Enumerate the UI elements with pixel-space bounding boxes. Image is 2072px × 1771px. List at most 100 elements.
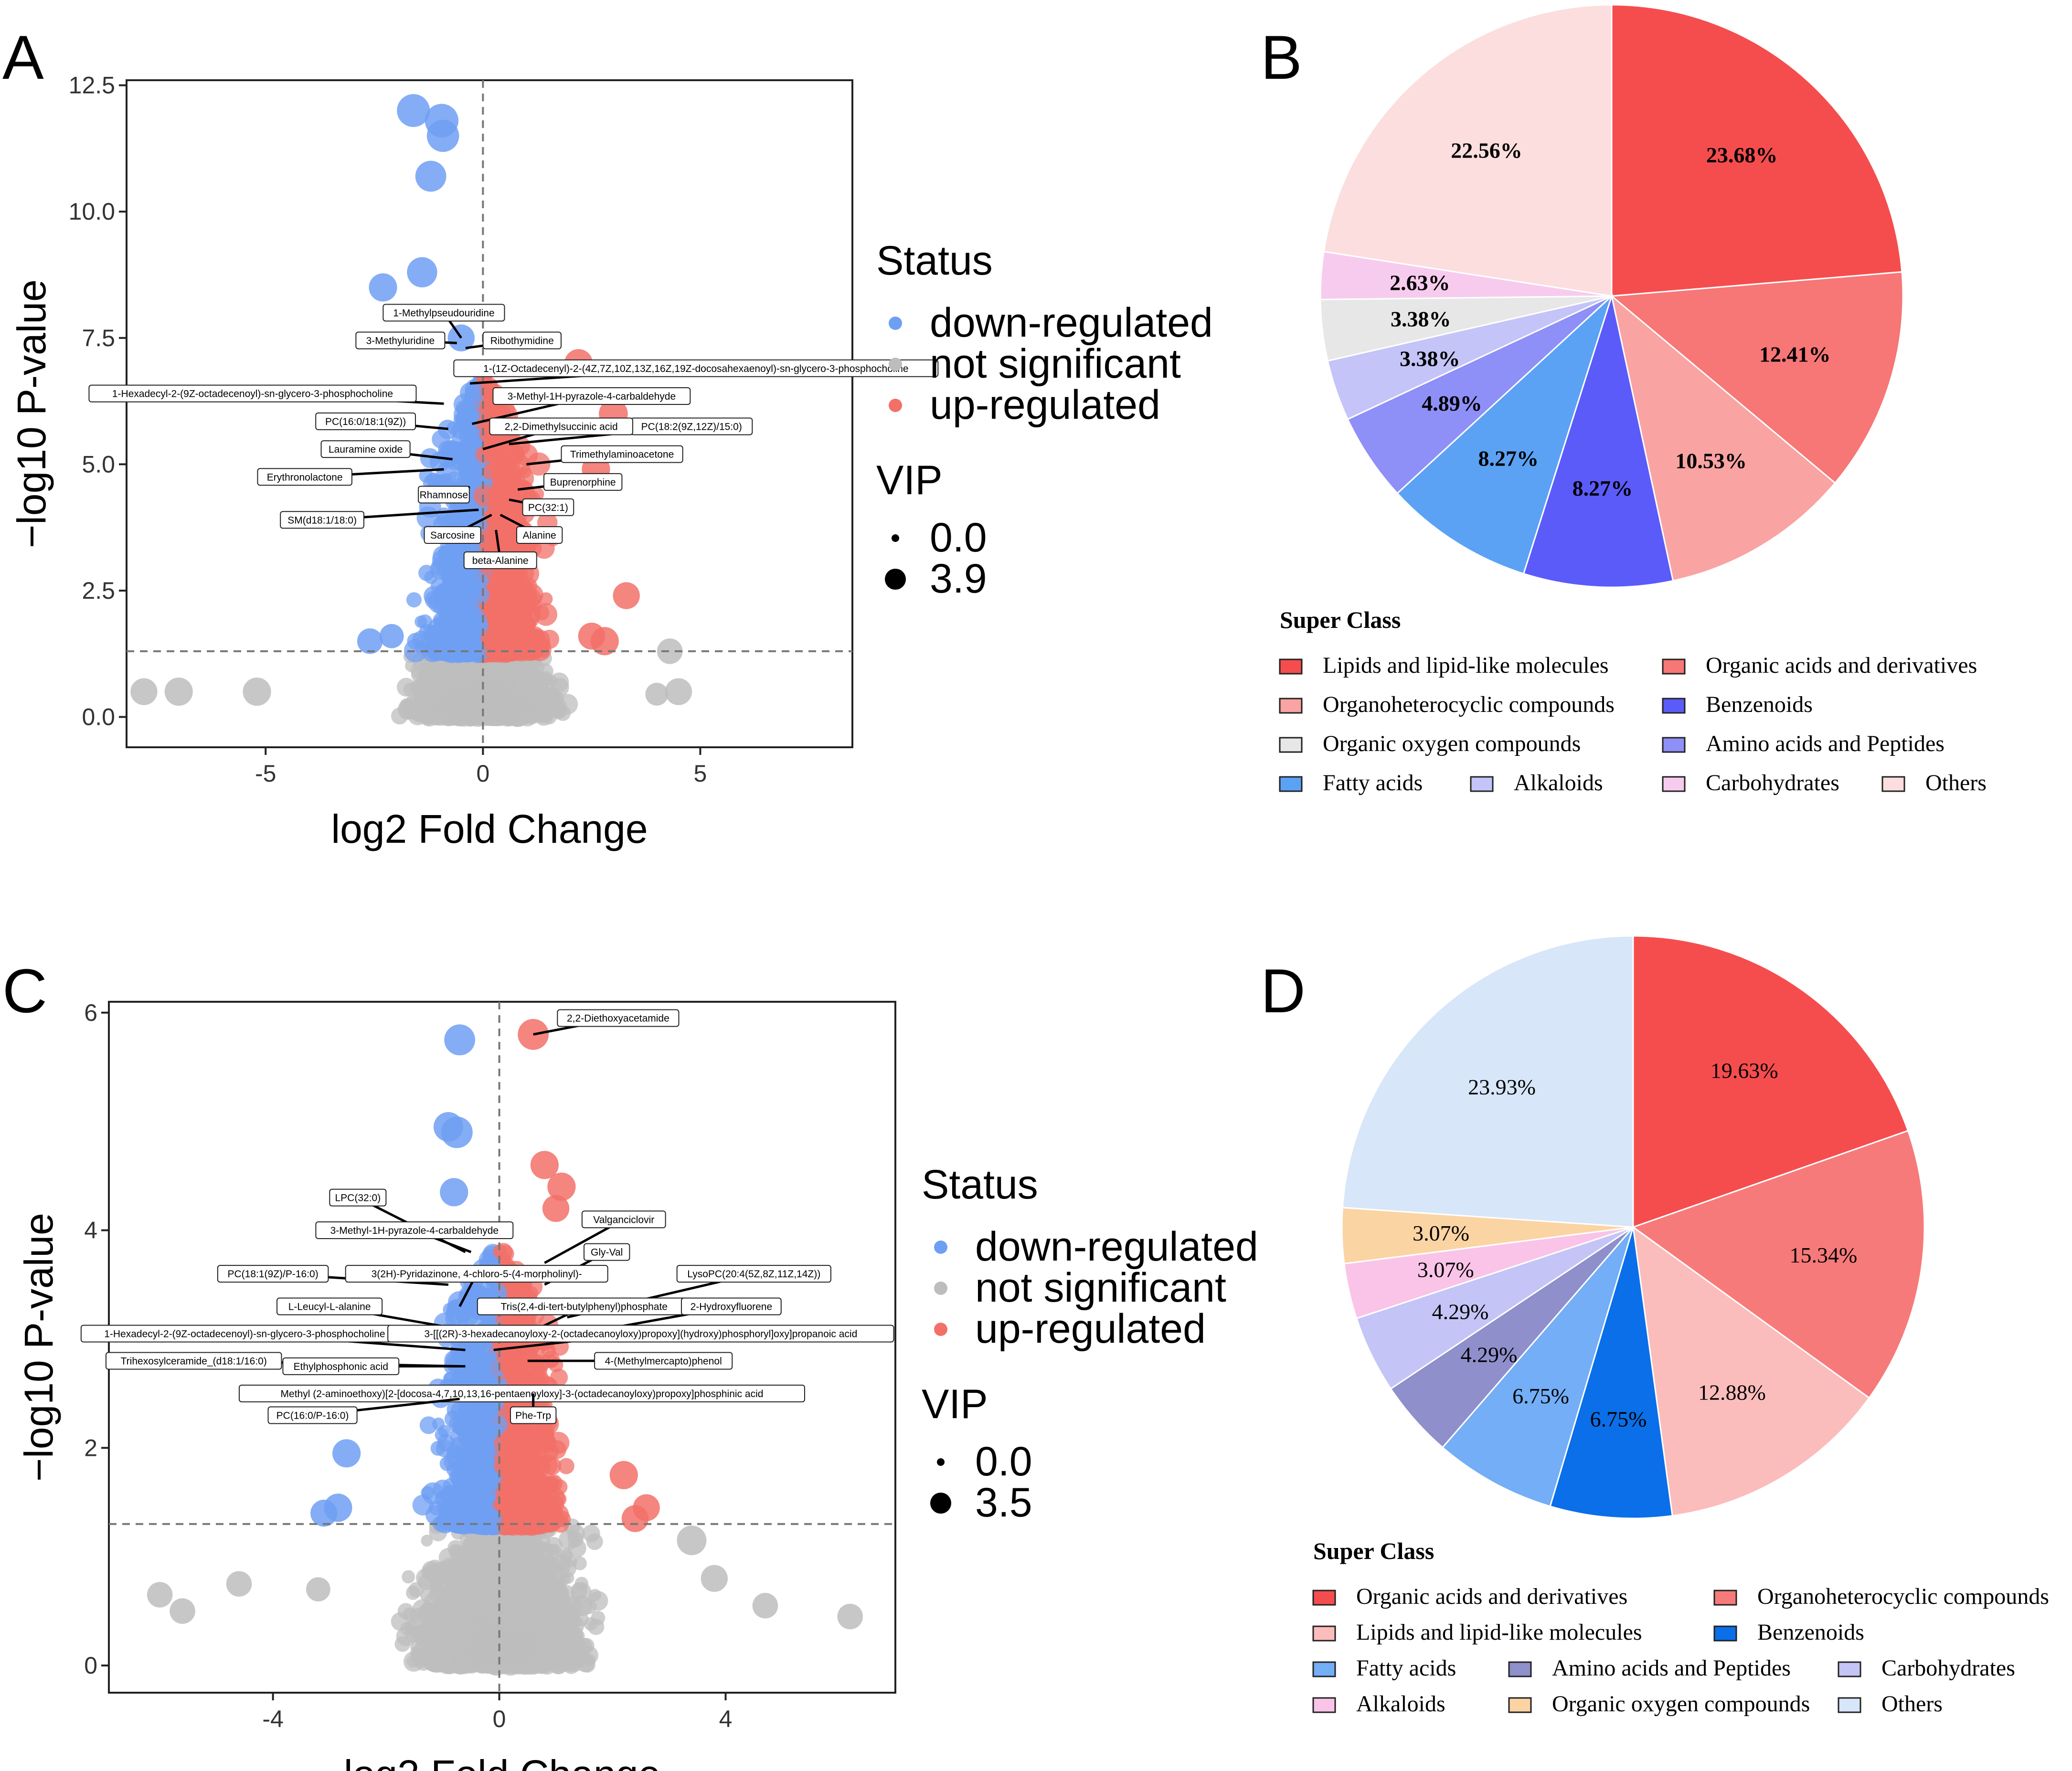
data-point — [419, 624, 436, 641]
data-point — [462, 607, 485, 630]
legend-status-key — [889, 358, 902, 371]
legend-vip-label: 3.9 — [930, 556, 987, 602]
legend-status-label: up-regulated — [930, 382, 1160, 428]
legend-item-label: Organic oxygen compounds — [1323, 731, 1581, 756]
legend-item-label: Organic acids and derivatives — [1706, 653, 1977, 678]
x-tick-label: 0 — [476, 760, 489, 787]
data-point — [531, 682, 551, 701]
legend-swatch — [1662, 737, 1686, 753]
legend-swatch — [1662, 776, 1686, 792]
legend-swatch — [1279, 658, 1303, 675]
legend-vip-key — [892, 534, 899, 542]
y-tick-label: 12.5 — [69, 72, 115, 99]
annotation-label: PC(18:2(9Z,12Z)/15:0) — [641, 422, 742, 433]
legend-vip-label: 0.0 — [930, 515, 987, 561]
data-point — [665, 678, 692, 705]
legend-swatch — [1279, 776, 1303, 792]
legend-swatch — [1662, 658, 1686, 675]
volcano-plot-c: -4040246log2 Fold Change−log10 P-value2,… — [16, 999, 1258, 1771]
data-point — [357, 628, 383, 654]
pie-slice-label: 8.27% — [1573, 476, 1633, 500]
data-point — [578, 622, 606, 650]
y-tick-label: 5.0 — [82, 451, 115, 477]
data-point — [404, 697, 421, 713]
annotation-label: PC(16:0/18:1(9Z)) — [325, 416, 406, 427]
annotation-label: 3-Methyl-1H-pyrazole-4-carbaldehyde — [508, 391, 676, 402]
data-point — [406, 592, 422, 608]
data-point — [494, 593, 510, 609]
pie-slice-label: 22.56% — [1451, 138, 1522, 162]
pie-slice-label: 4.89% — [1422, 391, 1482, 415]
annotation-label: Erythronolactone — [267, 472, 343, 483]
legend-item-label: Alkaloids — [1514, 770, 1603, 795]
data-point — [507, 614, 529, 635]
pie-slice-label: 12.41% — [1759, 342, 1831, 367]
annotation-label: PC(32:1) — [528, 502, 568, 513]
x-axis-title: log2 Fold Change — [331, 806, 648, 851]
legend-swatch — [1470, 776, 1494, 792]
panel-a-letter: A — [2, 22, 44, 92]
annotation-label: Sarcosine — [430, 530, 475, 541]
data-point — [130, 678, 158, 705]
legend-item-label: Carbohydrates — [1706, 770, 1839, 795]
annotation-label: 1-Hexadecyl-2-(9Z-octadecenoyl)-sn-glyce… — [112, 389, 393, 400]
data-point — [482, 466, 496, 479]
legend-swatch — [1662, 698, 1686, 714]
legend-item-label: Organoheterocyclic compounds — [1323, 692, 1615, 717]
legend-swatch — [1279, 698, 1303, 714]
point-annotation: 1-Hexadecyl-2-(9Z-octadecenoyl)-sn-glyce… — [88, 384, 444, 405]
annotation-label: Buprenorphine — [550, 477, 616, 488]
data-point — [433, 612, 449, 628]
pie-slice-label: 8.27% — [1478, 446, 1539, 471]
data-point — [396, 678, 416, 697]
data-point — [379, 624, 404, 648]
annotation-label: 2,2-Dimethylsuccinic acid — [505, 422, 618, 433]
legend-vip-key — [885, 569, 906, 590]
legend-item-label: Fatty acids — [1323, 770, 1423, 795]
annotation-label: SM(d18:1/18:0) — [287, 515, 357, 526]
data-point — [415, 160, 446, 192]
data-point — [498, 452, 514, 468]
data-point — [645, 682, 669, 706]
panel-b-letter: B — [1261, 22, 1302, 92]
pie-slice-label: 2.63% — [1390, 271, 1450, 295]
legend-item-label: Lipids and lipid-like molecules — [1323, 653, 1609, 678]
annotation-label: Rhamnose — [420, 489, 468, 500]
y-tick-label: 2.5 — [82, 577, 115, 604]
data-point — [473, 485, 495, 507]
data-point — [534, 603, 558, 626]
data-point — [420, 671, 440, 691]
pie-legend: Super Class Lipids and lipid-like molecul… — [1279, 606, 1987, 795]
legend-status-key — [889, 399, 902, 412]
annotation-label: beta-Alanine — [472, 555, 529, 566]
panel-d-letter: D — [1261, 956, 1306, 1026]
y-tick-label: 10.0 — [69, 198, 115, 225]
data-point — [586, 1533, 603, 1550]
x-tick-label: -5 — [255, 760, 276, 787]
annotation-label: 1-Methylpseudouridine — [393, 308, 494, 318]
legend-item-label: Amino acids and Peptides — [1706, 731, 1944, 756]
data-point — [519, 636, 539, 657]
legend-title: Super Class — [1280, 606, 1401, 633]
legend-item-label: Benzenoids — [1706, 692, 1813, 717]
y-tick-label: 0.0 — [82, 704, 115, 731]
data-point — [458, 682, 477, 701]
data-point — [164, 677, 193, 706]
legend-title-status: Status — [876, 238, 993, 284]
data-point — [549, 698, 567, 716]
legend-item-label: Others — [1925, 770, 1987, 795]
annotation-label: Ribothymidine — [490, 336, 554, 347]
legend-status-label: down-regulated — [930, 300, 1213, 346]
data-point — [458, 569, 476, 587]
legend-swatch — [1279, 737, 1303, 753]
pie-slice-label: 10.53% — [1675, 449, 1747, 473]
data-point — [369, 273, 397, 302]
data-point — [479, 671, 499, 691]
legend-status-key — [889, 317, 902, 330]
data-point — [407, 257, 437, 287]
data-point — [509, 698, 524, 713]
y-tick-label: 7.5 — [82, 325, 115, 351]
legend-swatch — [1881, 776, 1905, 792]
